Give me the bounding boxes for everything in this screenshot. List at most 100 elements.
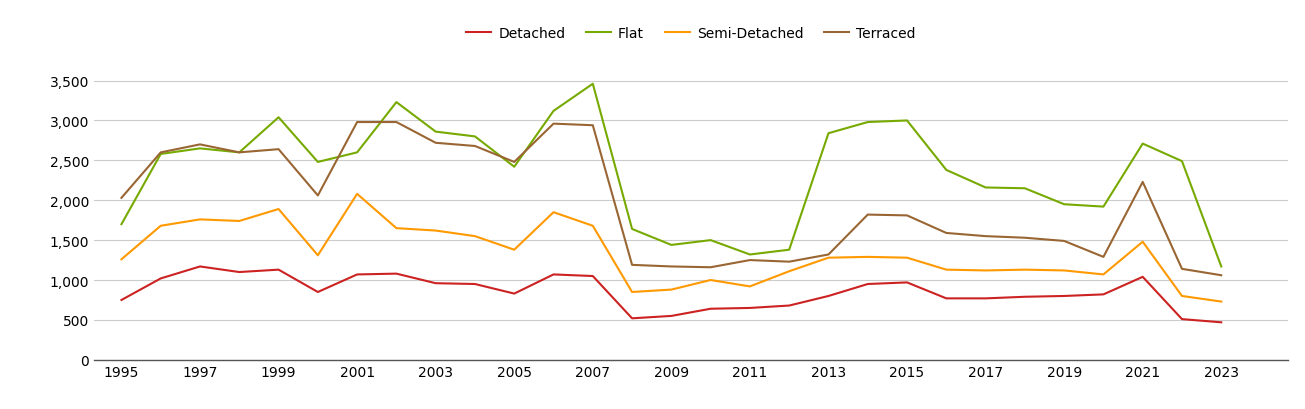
- Flat: [114, 222, 129, 227]
- Flat: [1174, 159, 1190, 164]
- Flat: [506, 165, 522, 170]
- Detached: [899, 280, 915, 285]
- Flat: [231, 151, 247, 155]
- Detached: [938, 296, 954, 301]
- Semi-Detached: [663, 288, 679, 292]
- Detached: [1096, 292, 1112, 297]
- Terraced: [114, 196, 129, 201]
- Terraced: [1135, 180, 1151, 185]
- Semi-Detached: [192, 218, 207, 222]
- Semi-Detached: [703, 278, 719, 283]
- Terraced: [1174, 267, 1190, 272]
- Terraced: [1056, 239, 1071, 244]
- Terraced: [270, 147, 286, 152]
- Detached: [1135, 275, 1151, 280]
- Semi-Detached: [506, 247, 522, 252]
- Flat: [1017, 187, 1032, 191]
- Detached: [311, 290, 326, 295]
- Semi-Detached: [1135, 240, 1151, 245]
- Semi-Detached: [1174, 294, 1190, 299]
- Detached: [1214, 320, 1229, 325]
- Semi-Detached: [467, 234, 483, 239]
- Semi-Detached: [114, 257, 129, 262]
- Line: Detached: Detached: [121, 267, 1221, 323]
- Flat: [938, 168, 954, 173]
- Detached: [231, 270, 247, 275]
- Terraced: [977, 234, 993, 239]
- Terraced: [231, 151, 247, 155]
- Detached: [703, 306, 719, 311]
- Line: Terraced: Terraced: [121, 123, 1221, 276]
- Detached: [585, 274, 600, 279]
- Terraced: [585, 124, 600, 128]
- Terraced: [703, 265, 719, 270]
- Terraced: [624, 263, 639, 267]
- Semi-Detached: [270, 207, 286, 212]
- Semi-Detached: [1096, 272, 1112, 277]
- Terraced: [1096, 255, 1112, 260]
- Terraced: [545, 122, 561, 127]
- Detached: [114, 298, 129, 303]
- Flat: [1214, 264, 1229, 269]
- Detached: [1056, 294, 1071, 299]
- Terraced: [389, 120, 405, 125]
- Flat: [1135, 142, 1151, 147]
- Flat: [545, 109, 561, 114]
- Detached: [389, 272, 405, 276]
- Flat: [192, 146, 207, 151]
- Terraced: [311, 193, 326, 198]
- Detached: [1017, 294, 1032, 299]
- Flat: [350, 151, 365, 155]
- Flat: [663, 243, 679, 248]
- Line: Semi-Detached: Semi-Detached: [121, 194, 1221, 302]
- Terraced: [860, 213, 876, 218]
- Flat: [1096, 204, 1112, 209]
- Semi-Detached: [545, 210, 561, 215]
- Detached: [192, 264, 207, 269]
- Semi-Detached: [585, 224, 600, 229]
- Terraced: [663, 264, 679, 269]
- Flat: [977, 186, 993, 191]
- Detached: [506, 291, 522, 296]
- Semi-Detached: [1017, 267, 1032, 272]
- Flat: [428, 130, 444, 135]
- Flat: [585, 82, 600, 87]
- Semi-Detached: [428, 229, 444, 234]
- Terraced: [743, 258, 758, 263]
- Flat: [821, 131, 837, 136]
- Semi-Detached: [899, 256, 915, 261]
- Detached: [467, 282, 483, 287]
- Terraced: [938, 231, 954, 236]
- Detached: [663, 314, 679, 319]
- Flat: [311, 160, 326, 165]
- Semi-Detached: [743, 284, 758, 289]
- Detached: [545, 272, 561, 277]
- Terraced: [467, 144, 483, 149]
- Flat: [860, 120, 876, 125]
- Flat: [389, 100, 405, 105]
- Flat: [703, 238, 719, 243]
- Detached: [860, 282, 876, 287]
- Detached: [153, 276, 168, 281]
- Terraced: [899, 213, 915, 218]
- Detached: [1174, 317, 1190, 322]
- Semi-Detached: [860, 255, 876, 260]
- Detached: [821, 294, 837, 299]
- Terraced: [821, 252, 837, 257]
- Terraced: [1214, 273, 1229, 278]
- Semi-Detached: [977, 268, 993, 273]
- Terraced: [782, 260, 797, 265]
- Legend: Detached, Flat, Semi-Detached, Terraced: Detached, Flat, Semi-Detached, Terraced: [466, 27, 916, 41]
- Flat: [782, 247, 797, 252]
- Semi-Detached: [311, 253, 326, 258]
- Flat: [624, 227, 639, 232]
- Semi-Detached: [153, 224, 168, 229]
- Detached: [624, 316, 639, 321]
- Semi-Detached: [1056, 268, 1071, 273]
- Semi-Detached: [231, 219, 247, 224]
- Terraced: [428, 141, 444, 146]
- Terraced: [1017, 236, 1032, 240]
- Semi-Detached: [389, 226, 405, 231]
- Flat: [743, 252, 758, 257]
- Line: Flat: Flat: [121, 85, 1221, 267]
